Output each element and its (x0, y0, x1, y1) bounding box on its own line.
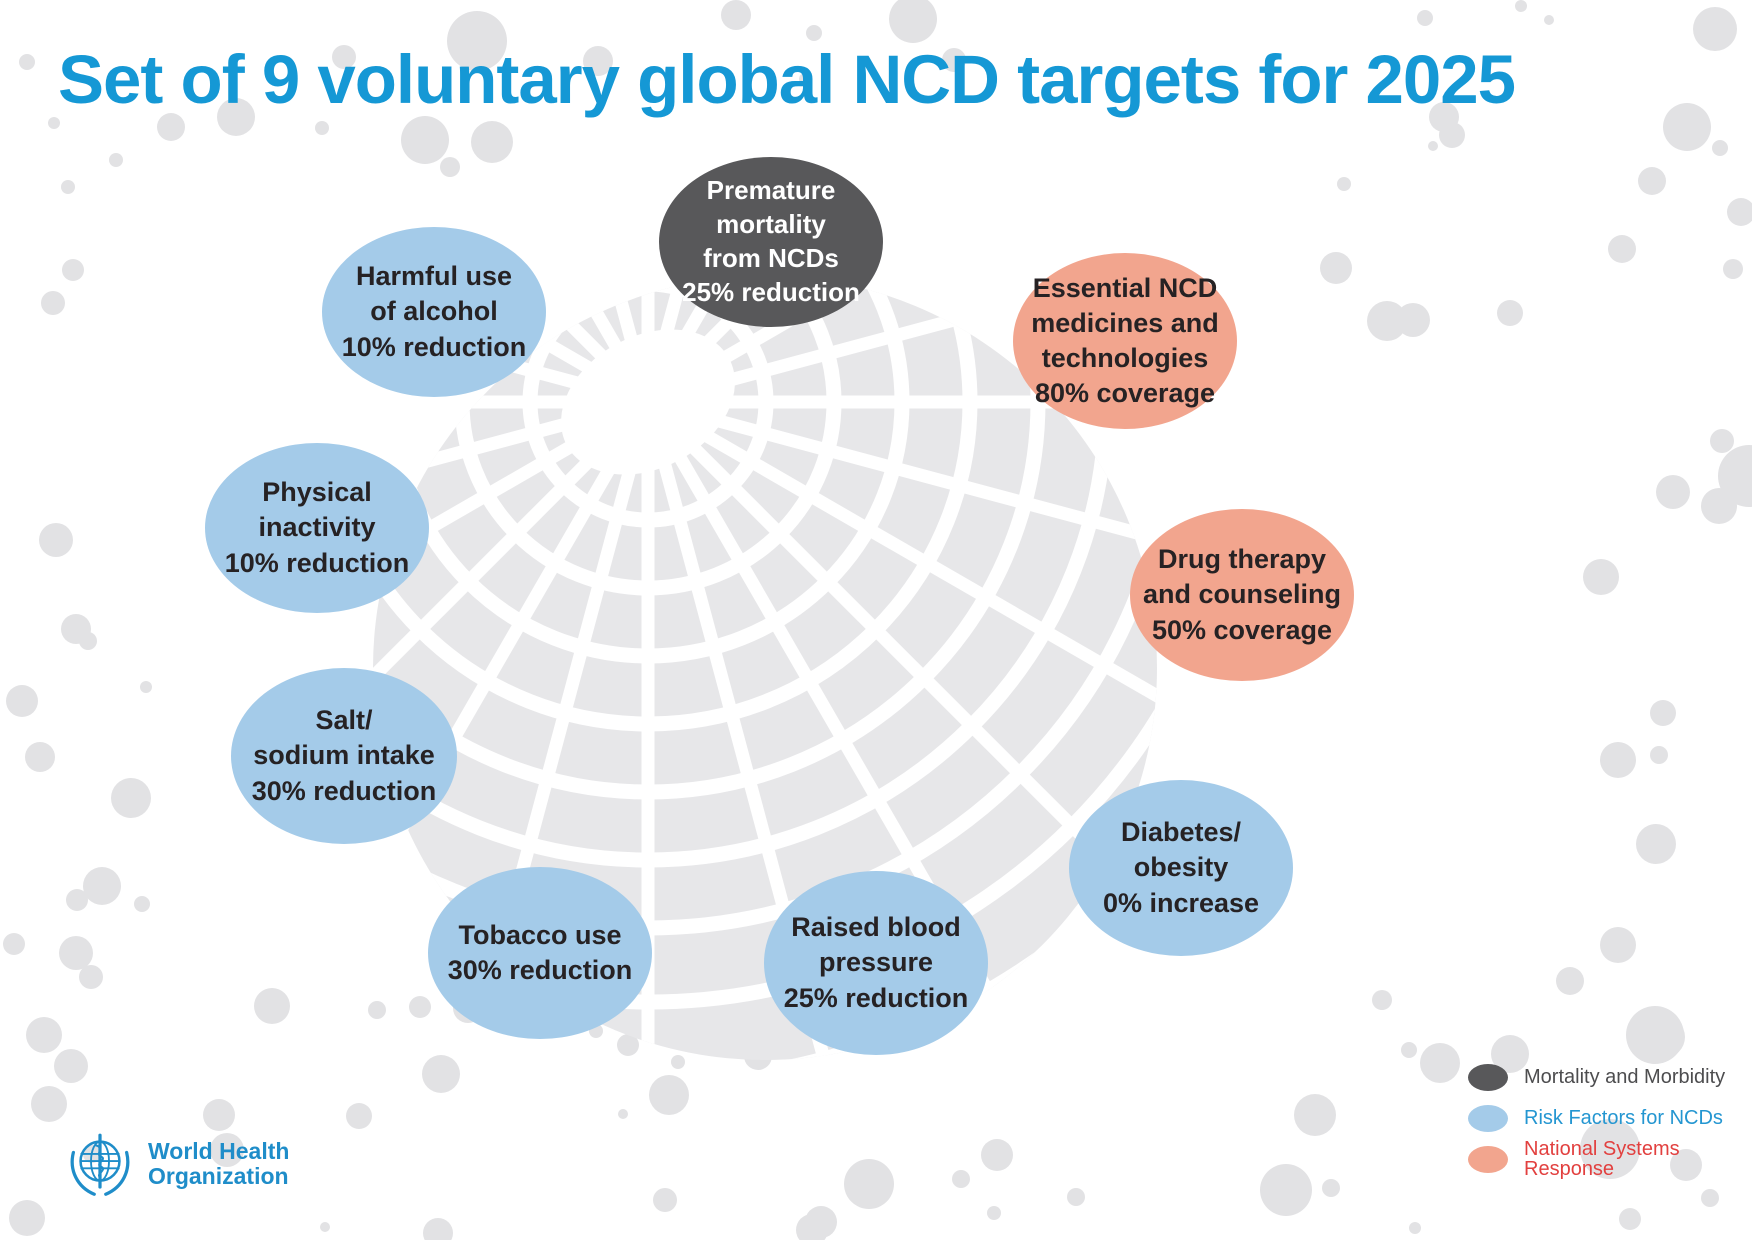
bubble-label: Raised blood pressure (791, 912, 961, 978)
who-emblem-icon (70, 1133, 130, 1196)
legend-label: National Systems Response (1524, 1138, 1680, 1180)
bubble-label: Tobacco use (458, 919, 622, 950)
bubble-value: 10% reduction (341, 331, 527, 362)
bubble-salt-sodium: Salt/ sodium intake 30% reduction (231, 668, 457, 844)
systems-swatch-icon (1468, 1145, 1508, 1173)
page-title: Set of 9 voluntary global NCD targets fo… (58, 41, 1516, 118)
bubble-label: Essential NCD medicines and technologies (1031, 272, 1219, 373)
bubble-premature-mortality: Premature mortality from NCDs 25% reduct… (659, 157, 883, 327)
bubble-harmful-alcohol: Harmful use of alcohol 10% reduction (322, 227, 546, 397)
legend-label: Mortality and Morbidity (1524, 1066, 1726, 1088)
risk-swatch-icon (1468, 1104, 1508, 1132)
legend: Mortality and Morbidity Risk Factors for… (1468, 1063, 1752, 1187)
bubble-label: Drug therapy and counseling (1142, 544, 1342, 610)
bubble-value: 80% coverage (1034, 378, 1216, 409)
bubble-value: 0% increase (1102, 887, 1260, 918)
bubble-value: 50% coverage (1151, 614, 1333, 645)
legend-label: Risk Factors for NCDs (1524, 1107, 1723, 1129)
legend-row-risk: Risk Factors for NCDs (1468, 1104, 1752, 1132)
bubble-value: 25% reduction (783, 982, 969, 1013)
bubble-label: Diabetes/ obesity (1120, 817, 1242, 883)
bubble-essential-medicines: Essential NCD medicines and technologies… (1013, 253, 1237, 429)
bubble-label: Harmful use of alcohol (355, 261, 513, 327)
who-logo: World Health Organization (64, 1128, 289, 1200)
who-wordmark-line1: World Health (148, 1138, 290, 1165)
who-wordmark: World Health Organization (148, 1139, 289, 1189)
legend-row-systems: National Systems Response (1468, 1139, 1752, 1179)
bubble-tobacco-use: Tobacco use 30% reduction (428, 867, 652, 1039)
mortality-swatch-icon (1468, 1063, 1508, 1091)
bubble-value: 30% reduction (447, 955, 633, 985)
bubble-label: Physical inactivity (258, 477, 376, 543)
bubble-label: Salt/ sodium intake (253, 705, 435, 771)
bubble-value: 30% reduction (251, 775, 437, 806)
who-wordmark-line2: Organization (148, 1163, 289, 1189)
bubble-value: 10% reduction (224, 547, 410, 578)
bubble-value: 25% reduction (682, 276, 860, 307)
bubble-drug-therapy: Drug therapy and counseling 50% coverage (1130, 509, 1354, 681)
bubble-diabetes-obesity: Diabetes/ obesity 0% increase (1069, 780, 1293, 956)
bubble-physical-inactivity: Physical inactivity 10% reduction (205, 443, 429, 613)
bubble-raised-blood-pressure: Raised blood pressure 25% reduction (764, 871, 988, 1055)
legend-row-mortality: Mortality and Morbidity (1468, 1063, 1752, 1091)
bubble-label: Premature mortality from NCDs (703, 175, 839, 273)
